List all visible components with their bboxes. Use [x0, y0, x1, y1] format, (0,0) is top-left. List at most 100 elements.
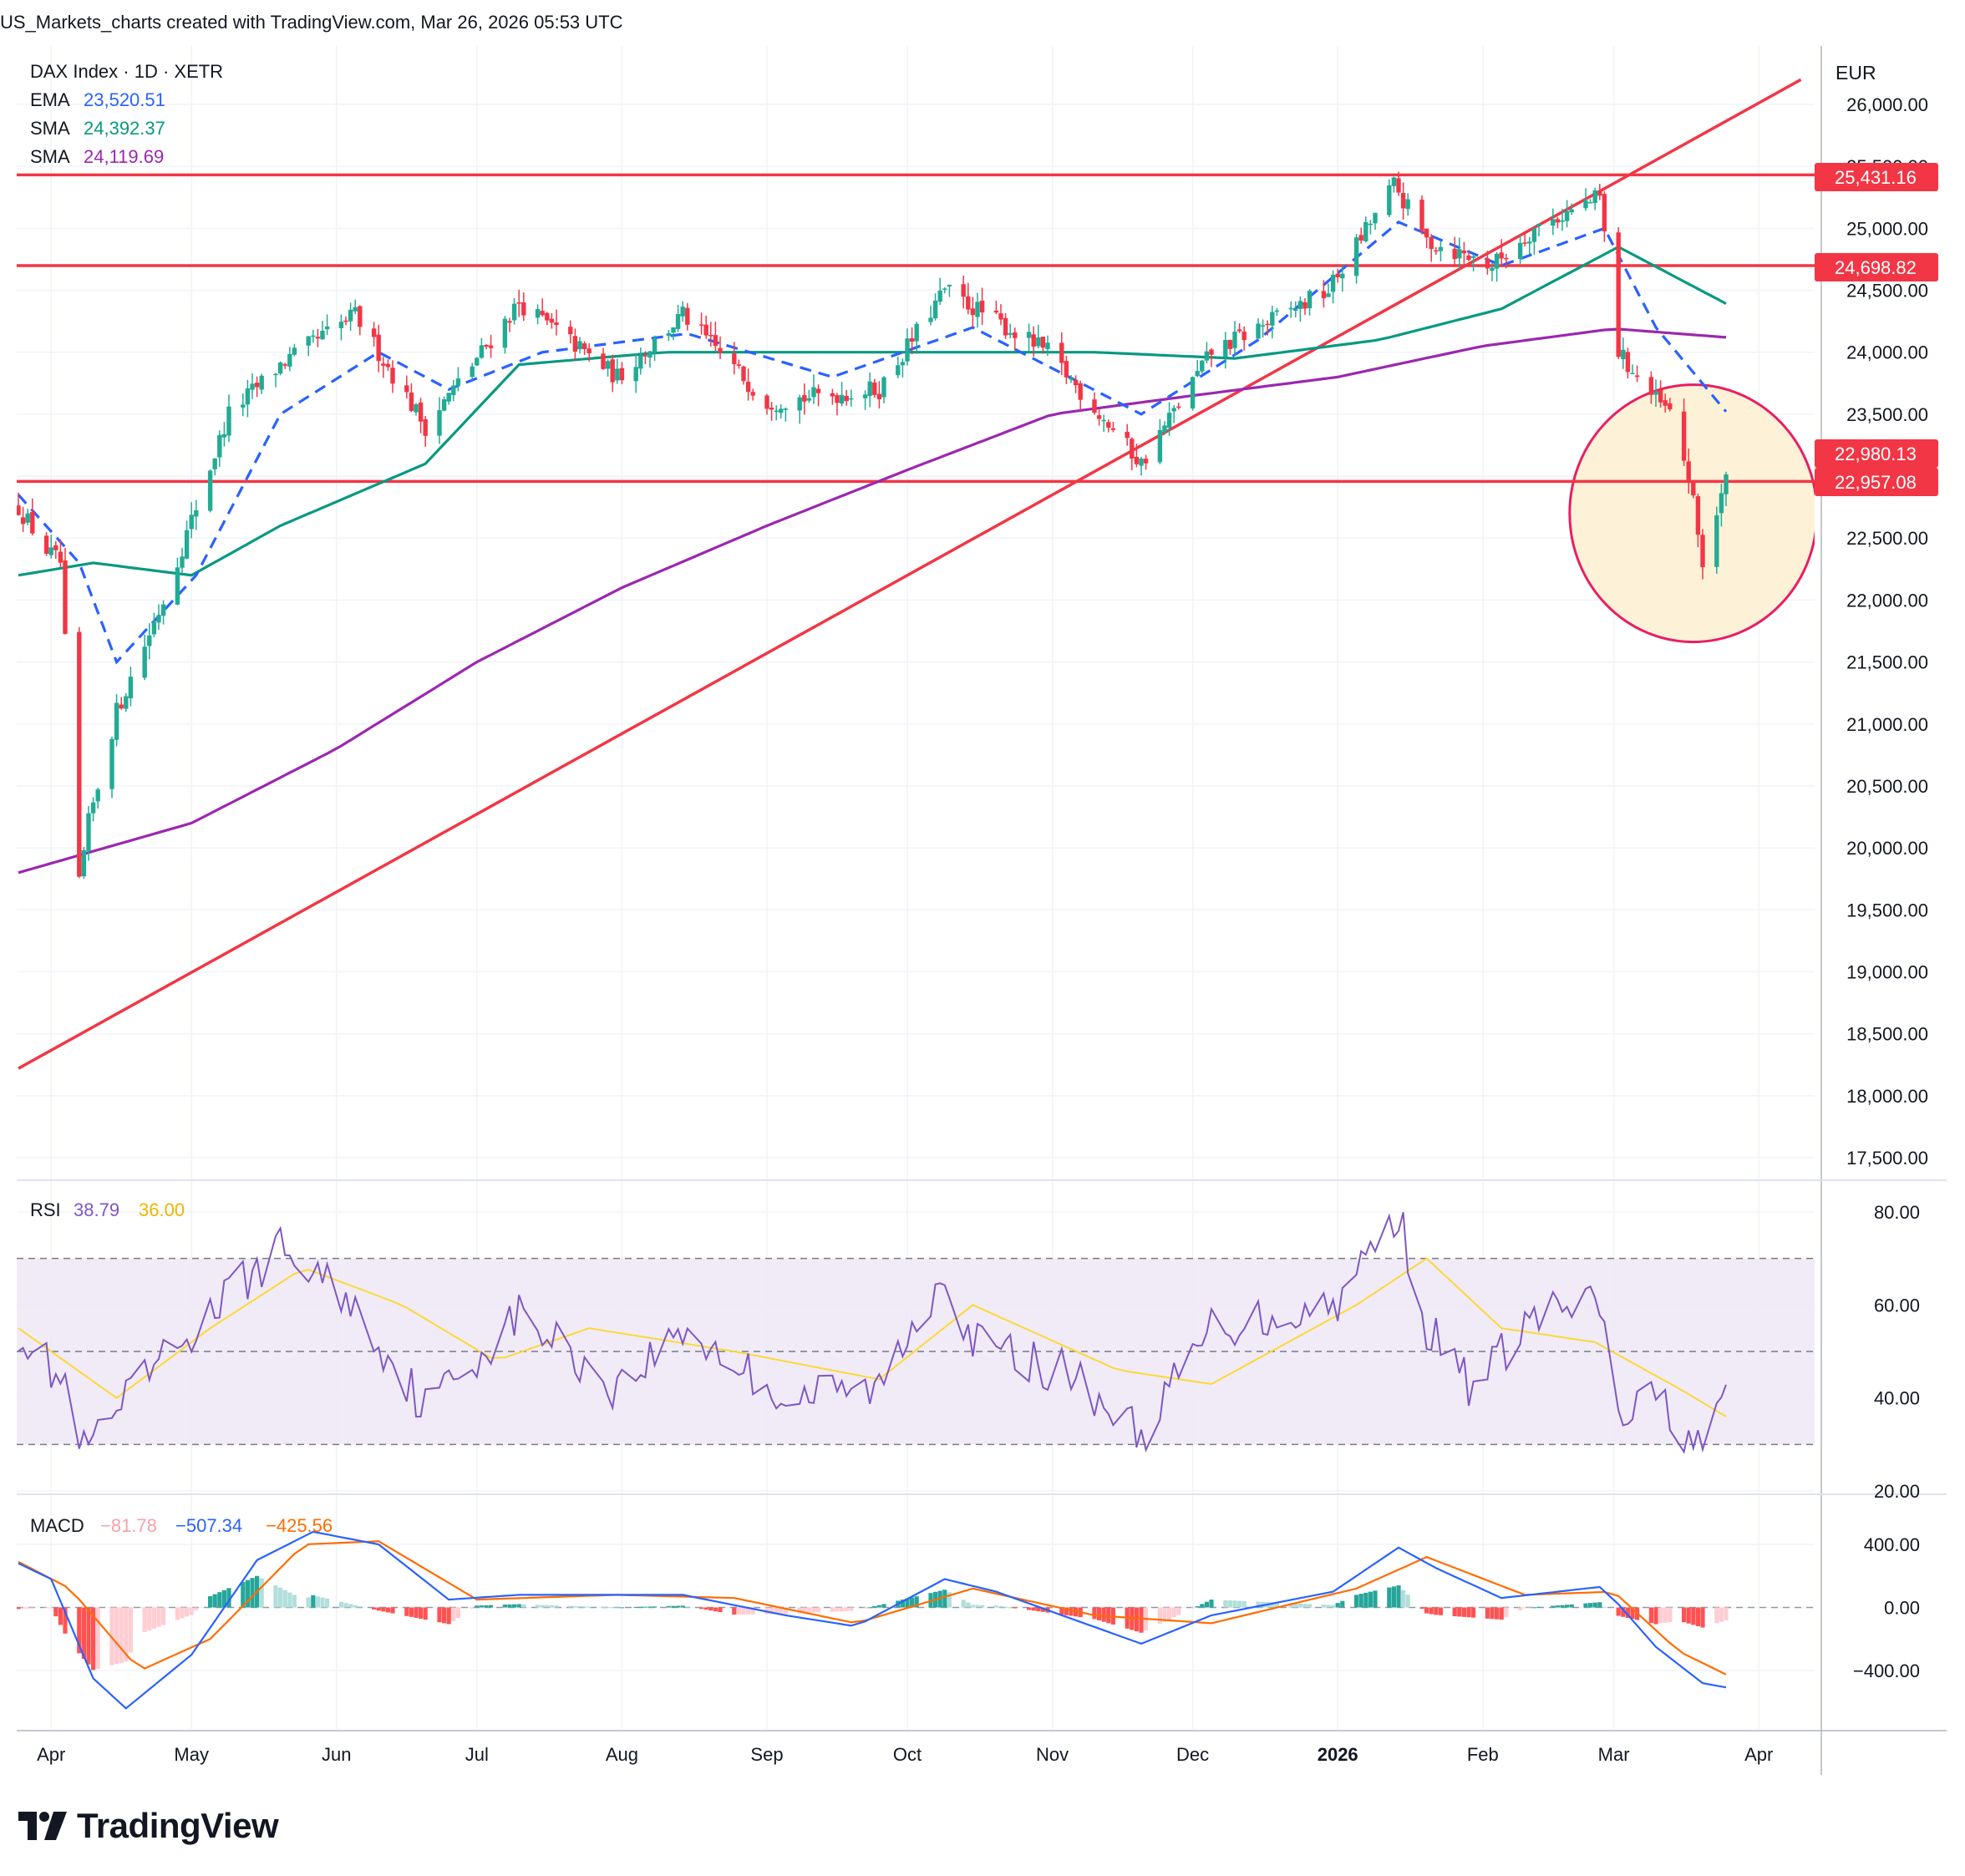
- legends: DAX Index · 1D · XETR EMA 23,520.51 SMA 24,3…: [30, 61, 333, 1536]
- candle: [1040, 337, 1046, 354]
- candle-body: [1200, 360, 1205, 372]
- macd-hist-bar: [311, 1595, 316, 1608]
- candle-body: [1096, 415, 1102, 419]
- candle-body: [320, 331, 325, 340]
- candle-body: [540, 311, 545, 316]
- candle: [1288, 301, 1293, 318]
- horizontal-levels[interactable]: [17, 173, 1815, 484]
- macd-hist-bar: [732, 1607, 737, 1615]
- macd-hist-bar: [1241, 1600, 1247, 1608]
- macd-hist-bar: [315, 1596, 320, 1608]
- x-tick-label: 2026: [1318, 1744, 1358, 1765]
- price-tag-bg: [1815, 439, 1938, 468]
- candle-body: [511, 303, 517, 321]
- candle: [549, 312, 555, 329]
- candle-body: [1045, 342, 1050, 349]
- price-tag-bg: [1815, 468, 1938, 496]
- candle: [1391, 176, 1397, 193]
- candle: [1358, 227, 1363, 244]
- y-tick-label: 60.00: [1874, 1295, 1920, 1316]
- candle-body: [254, 383, 260, 388]
- candle: [124, 692, 129, 712]
- macd-hist-bar: [1663, 1607, 1668, 1623]
- candle-body: [633, 367, 638, 382]
- candle-body: [221, 434, 227, 438]
- macd-hist-bar: [699, 1607, 704, 1610]
- candle-body: [1555, 219, 1561, 223]
- macd-hist-bar: [1499, 1607, 1504, 1620]
- macd-hist-bar: [1536, 1606, 1541, 1608]
- candle-body: [259, 375, 264, 390]
- candle: [1368, 220, 1373, 235]
- candle: [708, 322, 713, 347]
- candle-body: [830, 393, 835, 397]
- macd-hist-bar: [147, 1607, 152, 1630]
- macd-hist-bar: [1036, 1607, 1041, 1612]
- candle: [343, 316, 348, 326]
- candle-body: [1438, 246, 1444, 251]
- candle-body: [348, 309, 353, 322]
- macd-hist-bar: [914, 1596, 919, 1608]
- candle-body: [1387, 185, 1392, 215]
- candle-body: [1321, 291, 1327, 299]
- candle: [1714, 506, 1719, 574]
- macd-hist-bar: [348, 1604, 353, 1608]
- macd-hist-bar: [217, 1592, 222, 1608]
- candle-body: [1190, 377, 1196, 409]
- candle-body: [1536, 223, 1541, 226]
- x-tick-label: Sep: [750, 1744, 783, 1765]
- y-tick-label: 18,000.00: [1846, 1086, 1928, 1107]
- candle-body: [343, 320, 348, 322]
- macd-hist-bar: [769, 1607, 774, 1615]
- macd-hist-bar: [863, 1607, 868, 1609]
- candle: [114, 694, 119, 747]
- candle: [1078, 380, 1083, 411]
- macd-hist-bar: [746, 1607, 751, 1615]
- candle-body: [53, 545, 58, 550]
- candle: [554, 309, 559, 336]
- candle: [839, 382, 845, 407]
- candle-body: [1110, 428, 1116, 430]
- macd-hist-bar: [685, 1606, 690, 1608]
- candle: [835, 393, 840, 416]
- candle: [184, 520, 190, 560]
- candle-body: [844, 395, 849, 402]
- candle: [881, 376, 886, 403]
- macd-hist-bar: [1354, 1595, 1359, 1608]
- candle-body: [568, 327, 573, 335]
- legend-value: 24,392.37: [84, 118, 165, 139]
- candle: [1176, 403, 1181, 410]
- macd-hist-bar: [1176, 1607, 1181, 1615]
- macd-hist-bar: [783, 1607, 788, 1615]
- candle-body: [311, 335, 316, 337]
- candle-body: [675, 314, 681, 329]
- candle-body: [797, 397, 802, 411]
- macd-hist-bar: [666, 1605, 671, 1608]
- macd-hist-bar: [114, 1607, 119, 1665]
- candle-body: [811, 387, 816, 398]
- candle: [806, 389, 812, 403]
- candle: [774, 405, 779, 421]
- candle: [1241, 326, 1247, 351]
- candle-body: [1358, 235, 1363, 241]
- macd-hist-bar: [750, 1607, 755, 1615]
- y-tick-label: 19,500.00: [1846, 900, 1928, 920]
- candle-body: [572, 336, 578, 352]
- trendline[interactable]: [18, 78, 1802, 1070]
- candle-body: [605, 361, 611, 369]
- highlight-circle[interactable]: [1568, 383, 1817, 644]
- macd-hist-bar: [409, 1607, 414, 1617]
- candle: [619, 362, 625, 385]
- candle-body: [1031, 334, 1036, 347]
- candle: [909, 327, 915, 355]
- candle-body: [475, 357, 480, 366]
- candle: [1695, 493, 1701, 547]
- candle-body: [1616, 232, 1621, 357]
- candle-body: [581, 343, 587, 349]
- macd-hist-bar: [325, 1598, 330, 1608]
- macd-hist-bar: [549, 1605, 554, 1608]
- macd-hist-bar: [1232, 1600, 1237, 1608]
- candle-body: [1527, 241, 1532, 244]
- candle: [652, 335, 658, 361]
